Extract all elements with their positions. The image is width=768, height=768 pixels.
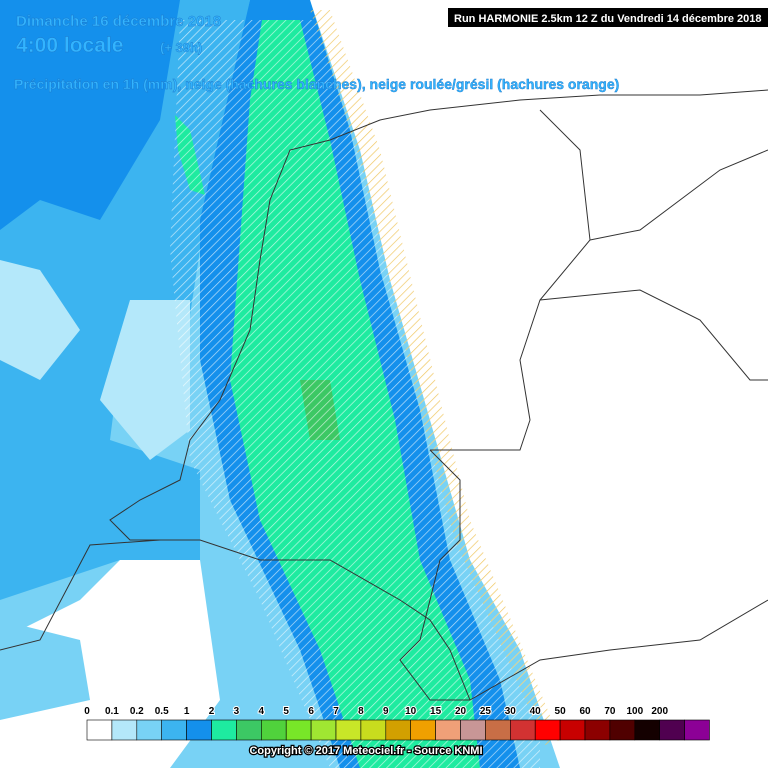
precipitation [0, 0, 560, 768]
legend-label: 0.5 [155, 706, 169, 717]
legend-swatch [186, 719, 212, 741]
legend-label: 50 [555, 706, 567, 717]
legend-label: 100 [626, 706, 643, 717]
legend-swatch [136, 719, 163, 741]
legend-swatch [609, 719, 636, 741]
legend-swatch [161, 719, 187, 741]
description: Précipitation en 1h (mm), neige (hachure… [14, 76, 619, 92]
legend-swatch [285, 719, 312, 741]
legend-swatch [360, 719, 387, 741]
legend-label: 10 [405, 706, 417, 717]
legend-swatch [86, 719, 113, 741]
legend-label: 20 [455, 706, 467, 717]
legend-label: 6 [308, 706, 314, 717]
run-info: Run HARMONIE 2.5km 12 Z du Vendredi 14 d… [454, 13, 762, 25]
legend-label: 0 [84, 706, 90, 717]
legend-swatch [684, 719, 710, 741]
run-box [448, 8, 768, 27]
legend-label: 15 [430, 706, 442, 717]
legend-swatch [335, 719, 362, 741]
legend-swatch [211, 719, 237, 741]
legend-swatch [584, 719, 611, 741]
legend-label: 2 [209, 706, 215, 717]
offset: (+ 39h) [160, 40, 202, 55]
legend-swatch [435, 719, 461, 741]
legend-label: 9 [383, 706, 389, 717]
legend-swatch [310, 719, 337, 741]
legend-swatch [385, 719, 411, 741]
legend-swatch [634, 719, 660, 741]
legend-label: 5 [283, 706, 289, 717]
legend-label: 60 [579, 706, 591, 717]
legend-swatch [111, 719, 138, 741]
legend-label: 7 [333, 706, 339, 717]
legend-label: 4 [259, 706, 265, 717]
legend-swatch [410, 719, 436, 741]
legend-swatch [509, 719, 536, 741]
legend-swatch [460, 719, 486, 741]
legend-label: 40 [530, 706, 542, 717]
legend-label: 30 [505, 706, 517, 717]
legend-swatch [534, 719, 561, 741]
legend-swatch [659, 719, 685, 741]
legend-label: 25 [480, 706, 492, 717]
legend-label: 0.1 [105, 706, 119, 717]
copyright: Copyright © 2017 Meteociel.fr - Source K… [249, 745, 482, 757]
legend-label: 1 [184, 706, 190, 717]
legend-label: 8 [358, 706, 364, 717]
legend-swatch [559, 719, 586, 741]
legend-swatch [485, 719, 511, 741]
legend-label: 70 [604, 706, 616, 717]
time: 4:00 locale [16, 34, 123, 57]
borders [0, 89, 768, 701]
legend-swatch [236, 719, 262, 741]
legend-label: 200 [651, 706, 668, 717]
legend: 0 0.1 0.2 0.5 1 2 3 4 5 6 7 8 9 10 15 20 25 30 40 50 60 70 100… [83, 705, 710, 741]
date: Dimanche 16 décembre 2018 [16, 13, 221, 30]
legend-label: 0.2 [130, 706, 144, 717]
legend-label: 3 [234, 706, 240, 717]
legend-swatch [260, 719, 287, 741]
